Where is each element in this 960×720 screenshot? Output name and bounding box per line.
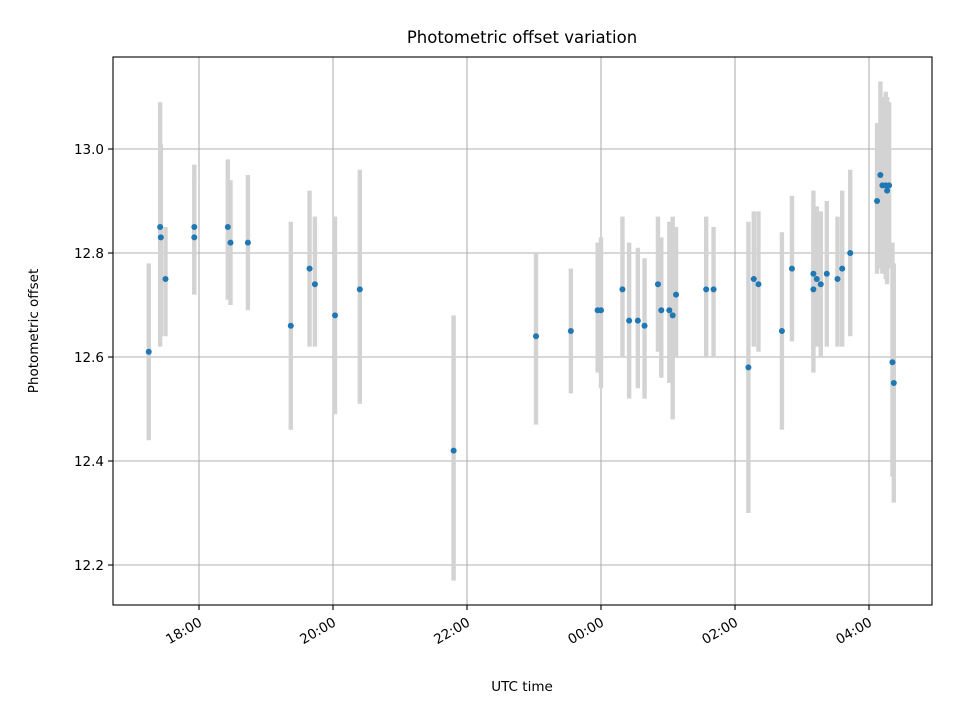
data-point	[162, 276, 169, 282]
data-point	[332, 312, 339, 319]
data-point	[810, 286, 817, 293]
data-point	[823, 270, 830, 277]
data-point	[745, 364, 752, 371]
data-point	[191, 224, 198, 230]
data-point	[634, 317, 641, 324]
data-point	[874, 198, 881, 204]
data-point	[191, 234, 198, 241]
data-point	[145, 348, 152, 355]
x-axis-label: UTC time	[491, 679, 553, 695]
data-point	[658, 307, 665, 314]
data-point	[287, 322, 294, 329]
y-tick-label: 12.6	[74, 350, 104, 366]
data-point	[641, 322, 648, 329]
data-point	[533, 333, 540, 340]
data-point	[157, 224, 164, 230]
data-points	[145, 172, 897, 454]
data-point	[877, 172, 884, 178]
y-axis-ticks: 12.2 12.4 12.6 12.8 13.0	[74, 142, 113, 574]
data-point	[244, 239, 251, 246]
data-point	[669, 312, 676, 319]
data-point	[450, 447, 457, 454]
data-point	[306, 265, 313, 272]
y-tick-label: 12.8	[74, 246, 104, 262]
data-point	[839, 265, 846, 272]
data-point	[810, 270, 817, 277]
data-point	[755, 281, 762, 288]
data-point	[673, 291, 680, 298]
data-point	[847, 250, 854, 256]
data-point	[626, 317, 633, 324]
data-point	[788, 265, 795, 272]
y-tick-label: 13.0	[74, 142, 104, 158]
data-point	[750, 276, 757, 282]
y-tick-label: 12.4	[74, 454, 104, 470]
data-point	[619, 286, 626, 293]
data-point	[654, 281, 661, 288]
data-point	[886, 182, 893, 189]
y-tick-label: 12.2	[74, 558, 104, 574]
data-point	[227, 239, 234, 246]
data-point	[834, 276, 841, 282]
data-point	[567, 328, 574, 334]
data-point	[889, 359, 896, 366]
gridlines	[113, 57, 932, 605]
data-point	[598, 307, 604, 314]
data-point	[703, 286, 710, 293]
data-point	[710, 286, 717, 293]
y-axis-label: Photometric offset	[26, 269, 42, 393]
data-point	[813, 276, 820, 282]
data-point	[224, 224, 231, 230]
plot-frame	[112, 56, 933, 606]
data-point	[884, 187, 891, 194]
data-point	[311, 281, 318, 288]
data-point	[666, 307, 673, 314]
chart-title: Photometric offset variation	[407, 28, 637, 47]
data-point	[778, 328, 785, 334]
data-point	[157, 234, 164, 241]
data-point	[356, 286, 363, 293]
data-point	[817, 281, 824, 288]
data-point	[890, 380, 897, 386]
